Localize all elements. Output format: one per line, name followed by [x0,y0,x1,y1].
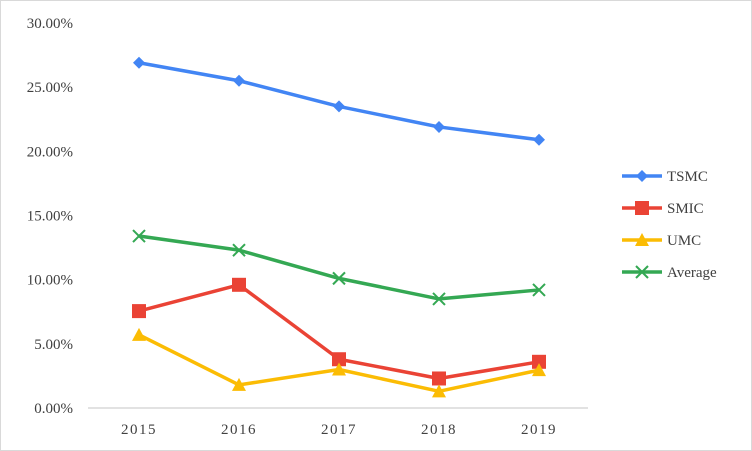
data-point [132,229,146,243]
data-point [132,327,146,341]
y-tick-label: 5.00% [34,337,73,353]
legend-marker [635,201,649,215]
y-tick-label: 10.00% [27,273,73,289]
legend-item-tsmc: TSMC [622,169,708,185]
x-marker-stroke [232,243,246,257]
data-point [432,371,446,386]
data-point [532,363,546,377]
x-tick-label: 2018 [421,422,457,438]
data-point [332,271,346,286]
data-point [232,243,246,257]
legend-marker [635,233,649,246]
legend-marker [636,170,648,182]
data-point [533,133,545,146]
data-point [332,362,346,376]
data-point [132,304,146,319]
x-tick-label: 2017 [321,422,357,438]
x-marker-stroke [635,265,649,279]
y-tick-label: 15.00% [27,209,73,225]
y-tick-label: 30.00% [27,16,73,32]
x-marker-stroke [332,271,346,286]
data-point [432,384,446,398]
data-point [532,283,546,297]
data-point [333,100,345,113]
data-point [233,74,245,87]
data-point [232,277,246,292]
data-point [232,377,246,391]
x-marker-stroke [532,283,546,297]
legend-label: SMIC [667,201,704,217]
data-point [332,352,346,367]
x-marker-stroke [132,229,146,243]
legend-label: UMC [667,233,701,249]
data-point [133,56,145,69]
legend-item-average: Average [622,265,717,281]
series-average [132,229,546,306]
series-tsmc [133,56,545,146]
data-point [532,354,546,369]
series-smic [132,277,546,386]
series-umc [132,327,546,398]
x-tick-label: 2016 [221,422,257,438]
x-marker-stroke [432,292,446,306]
legend-label: TSMC [667,169,708,185]
legend-marker [635,265,649,279]
x-tick-label: 2019 [521,422,557,438]
legend-item-umc: UMC [622,233,701,249]
y-tick-label: 20.00% [27,144,73,160]
data-point [432,292,446,306]
legend-label: Average [667,265,717,281]
legend-item-smic: SMIC [622,201,704,217]
series-line [138,234,540,301]
y-tick-label: 0.00% [34,401,73,417]
x-tick-label: 2015 [121,422,157,438]
data-point [433,120,445,133]
y-tick-label: 25.00% [27,80,73,96]
